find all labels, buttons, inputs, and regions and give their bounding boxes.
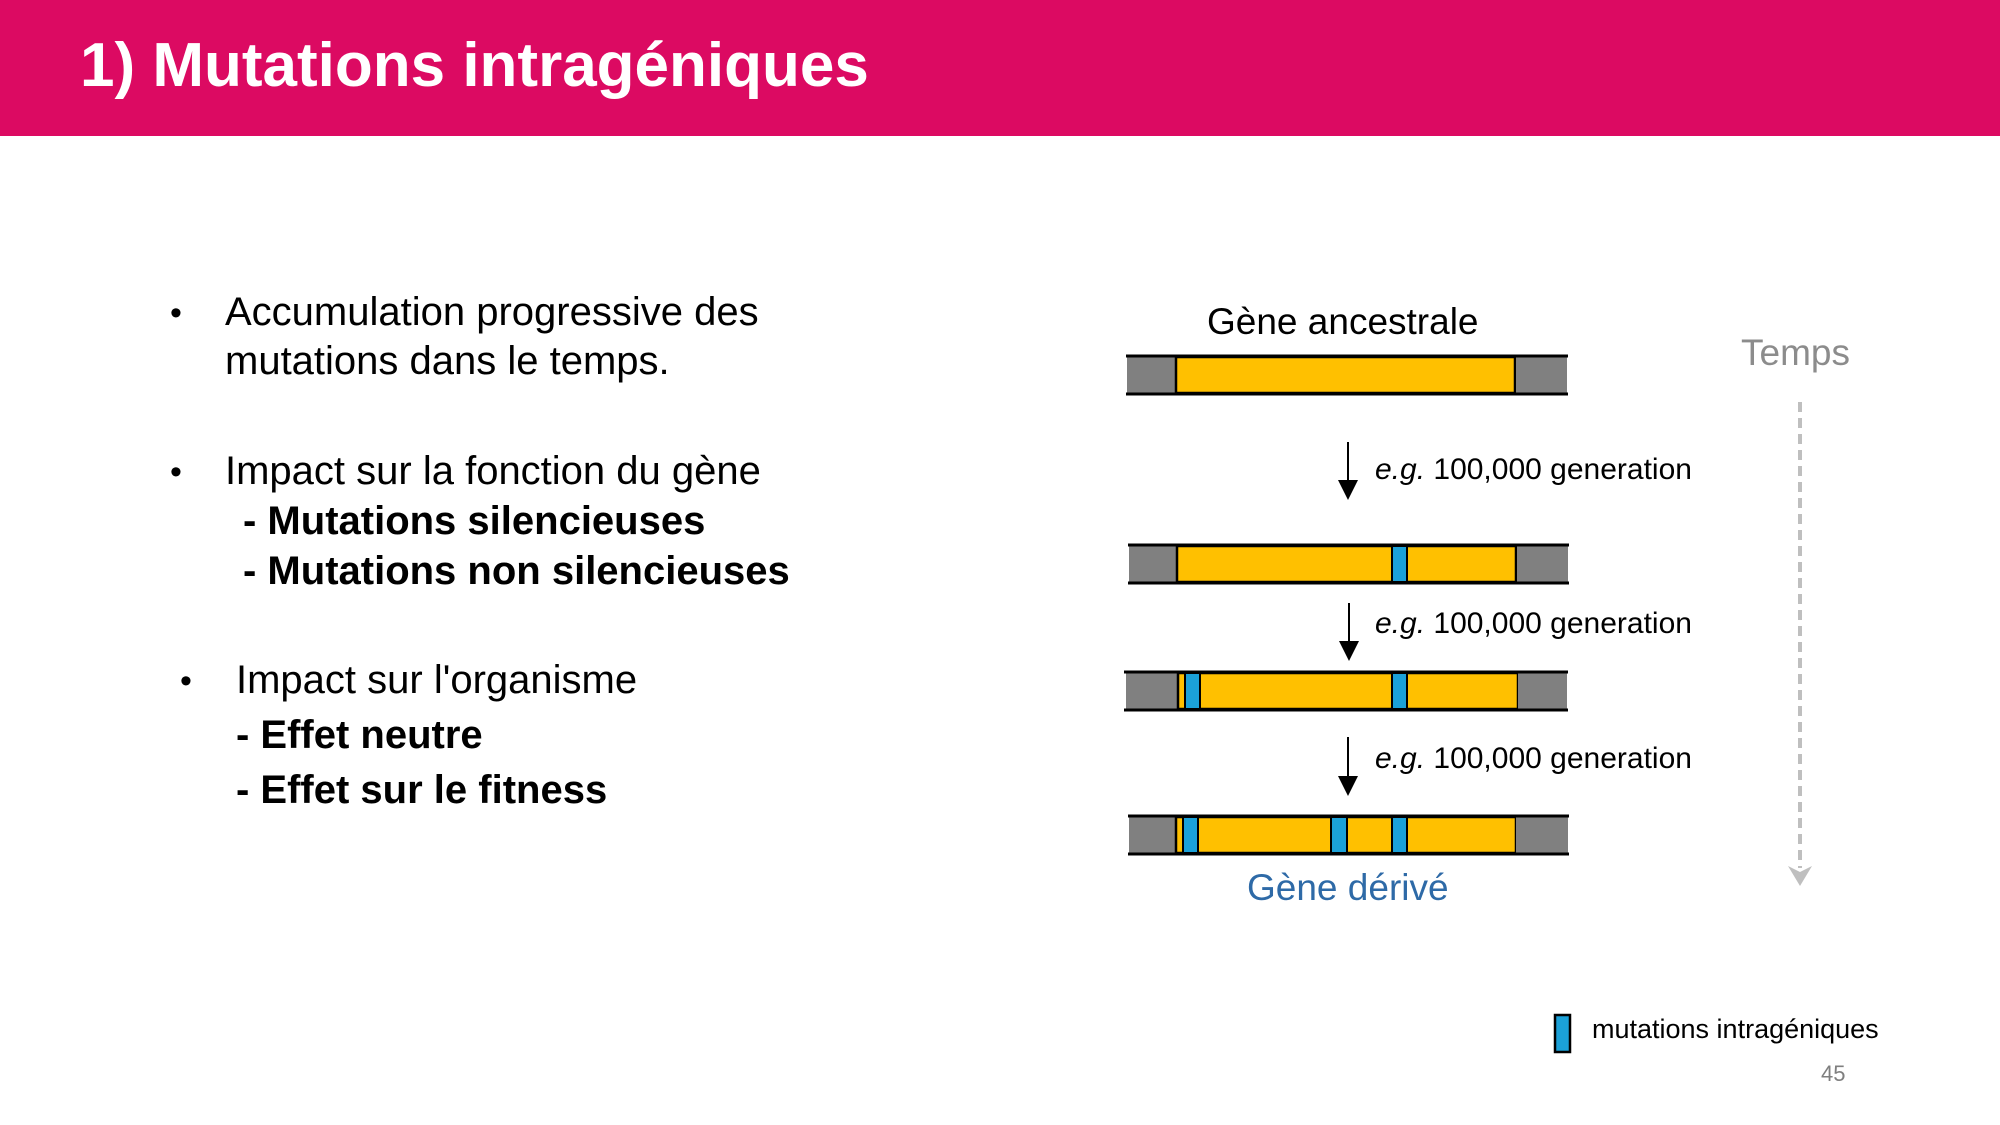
mutation-marker <box>1391 816 1408 854</box>
bullet-dot: • <box>170 453 182 491</box>
derived-gene-label: Gène dérivé <box>1247 867 1449 908</box>
step-label-3: e.g. 100,000 generation <box>1375 742 1692 775</box>
legend-label: mutations intragéniques <box>1592 1014 1879 1044</box>
bullet-2-sub-item-2: - Mutations non silencieuses <box>243 549 790 593</box>
gene-flank-left <box>1126 673 1178 709</box>
bullet-2-sub-item-1: - Mutations silencieuses <box>243 499 706 543</box>
gene-after-step-1 <box>1128 543 1569 585</box>
mutation-marker <box>1391 545 1408 583</box>
ancestral-gene-label: Gène ancestrale <box>1207 301 1479 342</box>
page-number: 45 <box>1821 1061 1846 1086</box>
gene-body <box>1174 355 1517 395</box>
slide-title: 1) Mutations intragéniques <box>80 31 869 100</box>
mutation-marker <box>1184 672 1201 710</box>
mutation-marker <box>1182 816 1199 854</box>
bullet-2-line-1: Impact sur la fonction du gène <box>225 449 761 493</box>
gene-flank-left <box>1127 357 1175 393</box>
gene-ancestral <box>1126 354 1568 396</box>
mutation-marker <box>1391 672 1408 710</box>
gene-derived <box>1128 814 1569 856</box>
gene-flank-right <box>1516 357 1567 393</box>
bullet-1-line-2: mutations dans le temps. <box>225 339 670 383</box>
step-label-2: e.g. 100,000 generation <box>1375 607 1692 640</box>
bullet-3-line-1: Impact sur l'organisme <box>236 658 638 702</box>
gene-flank-right <box>1516 817 1568 853</box>
mutation-marker <box>1330 816 1348 854</box>
bullet-3-sub-item-1: - Effet neutre <box>236 713 483 757</box>
bullet-dot: • <box>170 294 182 332</box>
gene-flank-right <box>1517 546 1568 582</box>
bullet-1-line-1: Accumulation progressive des <box>225 290 759 334</box>
gene-body <box>1176 671 1520 711</box>
legend-mutation-swatch <box>1553 1013 1572 1054</box>
bullet-3-sub-item-2: - Effet sur le fitness <box>236 768 608 812</box>
title-bar <box>0 0 2000 136</box>
gene-after-step-2 <box>1124 670 1568 712</box>
gene-body <box>1175 544 1518 584</box>
time-label: Temps <box>1741 332 1850 373</box>
gene-flank-left <box>1129 546 1177 582</box>
time-arrow <box>1788 402 1812 886</box>
gene-flank-right <box>1518 673 1567 709</box>
bullet-dot: • <box>180 662 192 700</box>
gene-flank-left <box>1129 817 1176 853</box>
step-label-1: e.g. 100,000 generation <box>1375 453 1692 486</box>
